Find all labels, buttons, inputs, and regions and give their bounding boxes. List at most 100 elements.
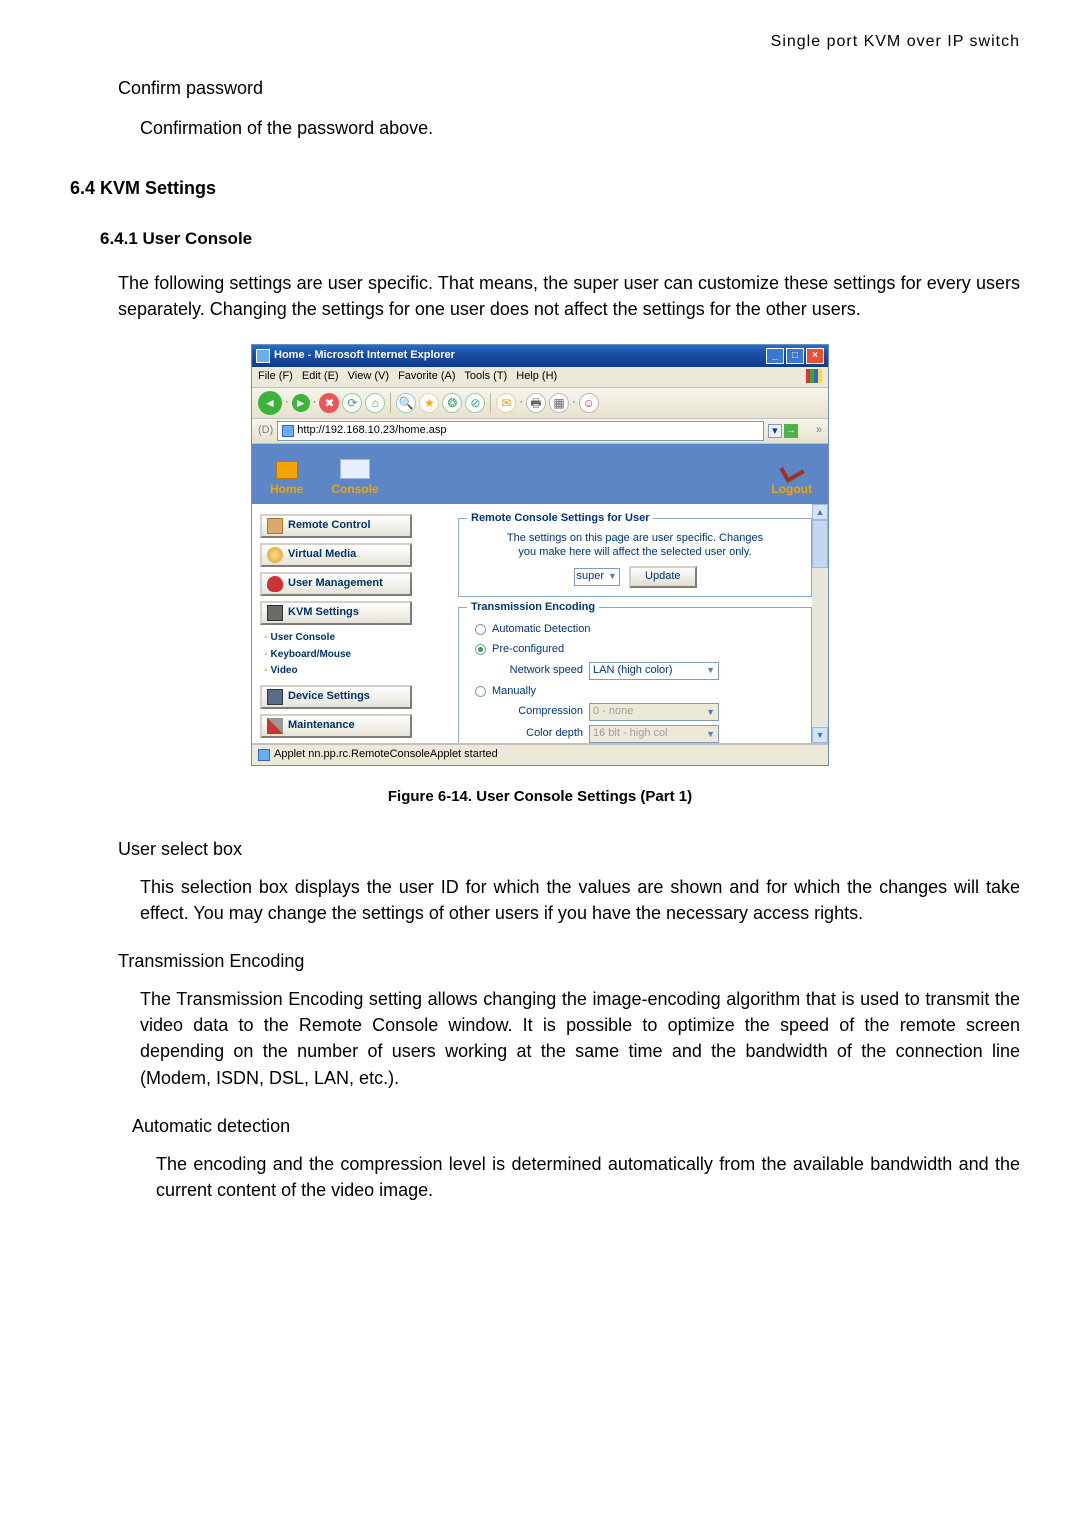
status-text: Applet nn.pp.rc.RemoteConsoleApplet star… [274,747,498,763]
nav-device-settings-label: Device Settings [288,689,370,705]
radio-manual-row[interactable]: Manually [467,682,803,702]
nav-user-management[interactable]: User Management [260,572,412,596]
search-button[interactable]: 🔍 [396,393,416,413]
intro-paragraph: The following settings are user specific… [118,270,1020,322]
minimize-button[interactable]: _ [766,348,784,364]
nav-sub-user-console[interactable]: ◦User Console [264,630,412,647]
ie-address-bar: (D) http://192.168.10.23/home.asp ▾ → » [252,419,828,444]
nav-section: Remote Control Virtual Media User Manage… [252,504,420,738]
header-left: Home Console [252,444,420,504]
update-button[interactable]: Update [629,566,696,588]
menu-view[interactable]: View (V) [348,370,389,382]
transmission-encoding-heading: Transmission Encoding [118,948,1020,974]
figure-caption: Figure 6-14. User Console Settings (Part… [60,786,1020,808]
user-select-heading: User select box [118,836,1020,862]
menu-help[interactable]: Help (H) [516,370,557,382]
radio-auto-label: Automatic Detection [492,622,590,638]
scroll-track[interactable] [812,568,828,727]
radio-auto[interactable] [475,624,486,635]
menu-file[interactable]: File (F) [258,370,293,382]
nav-sub-video[interactable]: ◦Video [264,663,412,680]
nav-remote-control[interactable]: Remote Control [260,514,412,538]
print-button[interactable]: 🖶 [526,393,546,413]
section-kvm-settings: 6.4 KVM Settings [70,175,1020,201]
header-right: Logout [420,444,828,504]
home-link[interactable]: Home [270,461,303,498]
compression-value: 0 - none [593,704,633,720]
nav-device-settings[interactable]: Device Settings [260,685,412,709]
history-button[interactable]: ❂ [442,393,462,413]
radio-manually[interactable] [475,686,486,697]
back-button[interactable]: ◄ [258,391,282,415]
close-button[interactable]: × [806,348,824,364]
device-settings-icon [267,689,283,705]
vertical-scrollbar[interactable]: ▲ ▼ [812,504,828,743]
colordepth-label: Color depth [495,726,583,742]
colordepth-select: 16 bit - high col ▼ [589,725,719,743]
network-speed-value: LAN (high color) [593,663,672,679]
chevron-down-icon: ▼ [706,728,715,741]
confirm-password-title: Confirm password [118,75,1020,101]
maximize-button[interactable]: □ [786,348,804,364]
nav-virtual-media[interactable]: Virtual Media [260,543,412,567]
user-select-body: This selection box displays the user ID … [140,874,1020,926]
page-icon [282,425,294,437]
menu-tools[interactable]: Tools (T) [464,370,507,382]
network-speed-select[interactable]: LAN (high color) ▼ [589,662,719,680]
radio-preconf-row[interactable]: Pre-configured [467,640,803,660]
group-trans-legend: Transmission Encoding [467,600,599,616]
menu-favorites[interactable]: Favorite (A) [398,370,455,382]
scroll-down-icon[interactable]: ▼ [812,727,828,743]
console-link[interactable]: Console [331,459,378,498]
scroll-up-icon[interactable]: ▲ [812,504,828,520]
nav-sub-keyboard-mouse[interactable]: ◦Keyboard/Mouse [264,647,412,664]
edit-button[interactable]: ▦ [549,393,569,413]
console-label: Console [331,481,378,498]
media-button[interactable]: ⊘ [465,393,485,413]
network-speed-label: Network speed [495,663,583,679]
colordepth-value: 16 bit - high col [593,726,668,742]
chevron-down-icon: ▼ [608,570,617,583]
radio-preconfigured[interactable] [475,644,486,655]
nav-maintenance[interactable]: Maintenance [260,714,412,738]
automatic-detection-body: The encoding and the compression level i… [156,1151,1020,1203]
group-user-settings: Remote Console Settings for User The set… [458,518,812,597]
virtual-media-icon [267,547,283,563]
address-input[interactable]: http://192.168.10.23/home.asp [277,421,764,441]
menu-edit[interactable]: Edit (E) [302,370,339,382]
refresh-button[interactable]: ⟳ [342,393,362,413]
doc-header-right: Single port KVM over IP switch [60,30,1020,53]
go-button[interactable]: → [784,424,798,438]
ie-window: Home - Microsoft Internet Explorer _ □ ×… [251,344,829,766]
logout-link[interactable]: Logout [771,463,812,498]
stop-button[interactable]: ✖ [319,393,339,413]
address-dropdown[interactable]: ▾ [768,424,782,438]
scroll-thumb[interactable] [812,520,828,568]
remote-control-icon [267,518,283,534]
radio-manual-label: Manually [492,684,536,700]
confirm-password-body: Confirmation of the password above. [140,115,1020,141]
home-icon [276,461,298,479]
discuss-button[interactable]: ☺ [579,393,599,413]
forward-button[interactable]: ► [292,394,310,412]
group-user-legend: Remote Console Settings for User [467,511,653,527]
compression-select: 0 - none ▼ [589,703,719,721]
subsection-user-console: 6.4.1 User Console [100,227,1020,252]
nav-kvm-settings[interactable]: KVM Settings [260,601,412,625]
windows-flag-icon [806,369,822,383]
transmission-encoding-body: The Transmission Encoding setting allows… [140,986,1020,1090]
mail-button[interactable]: ✉ [496,393,516,413]
radio-preconf-label: Pre-configured [492,642,564,658]
radio-auto-row[interactable]: Automatic Detection [467,620,803,640]
address-label: (D) [258,423,273,439]
home-button[interactable]: ⌂ [365,393,385,413]
user-select[interactable]: super ▼ [574,568,620,586]
ie-titlebar: Home - Microsoft Internet Explorer _ □ × [252,345,828,367]
group-transmission-encoding: Transmission Encoding Automatic Detectio… [458,607,812,743]
favorites-button[interactable]: ★ [419,393,439,413]
ie-window-title: Home - Microsoft Internet Explorer [274,348,455,364]
group-user-desc1: The settings on this page are user speci… [507,532,763,544]
settings-panel: Remote Console Settings for User The set… [420,504,828,743]
page-icon [258,749,270,761]
address-url: http://192.168.10.23/home.asp [297,423,446,439]
